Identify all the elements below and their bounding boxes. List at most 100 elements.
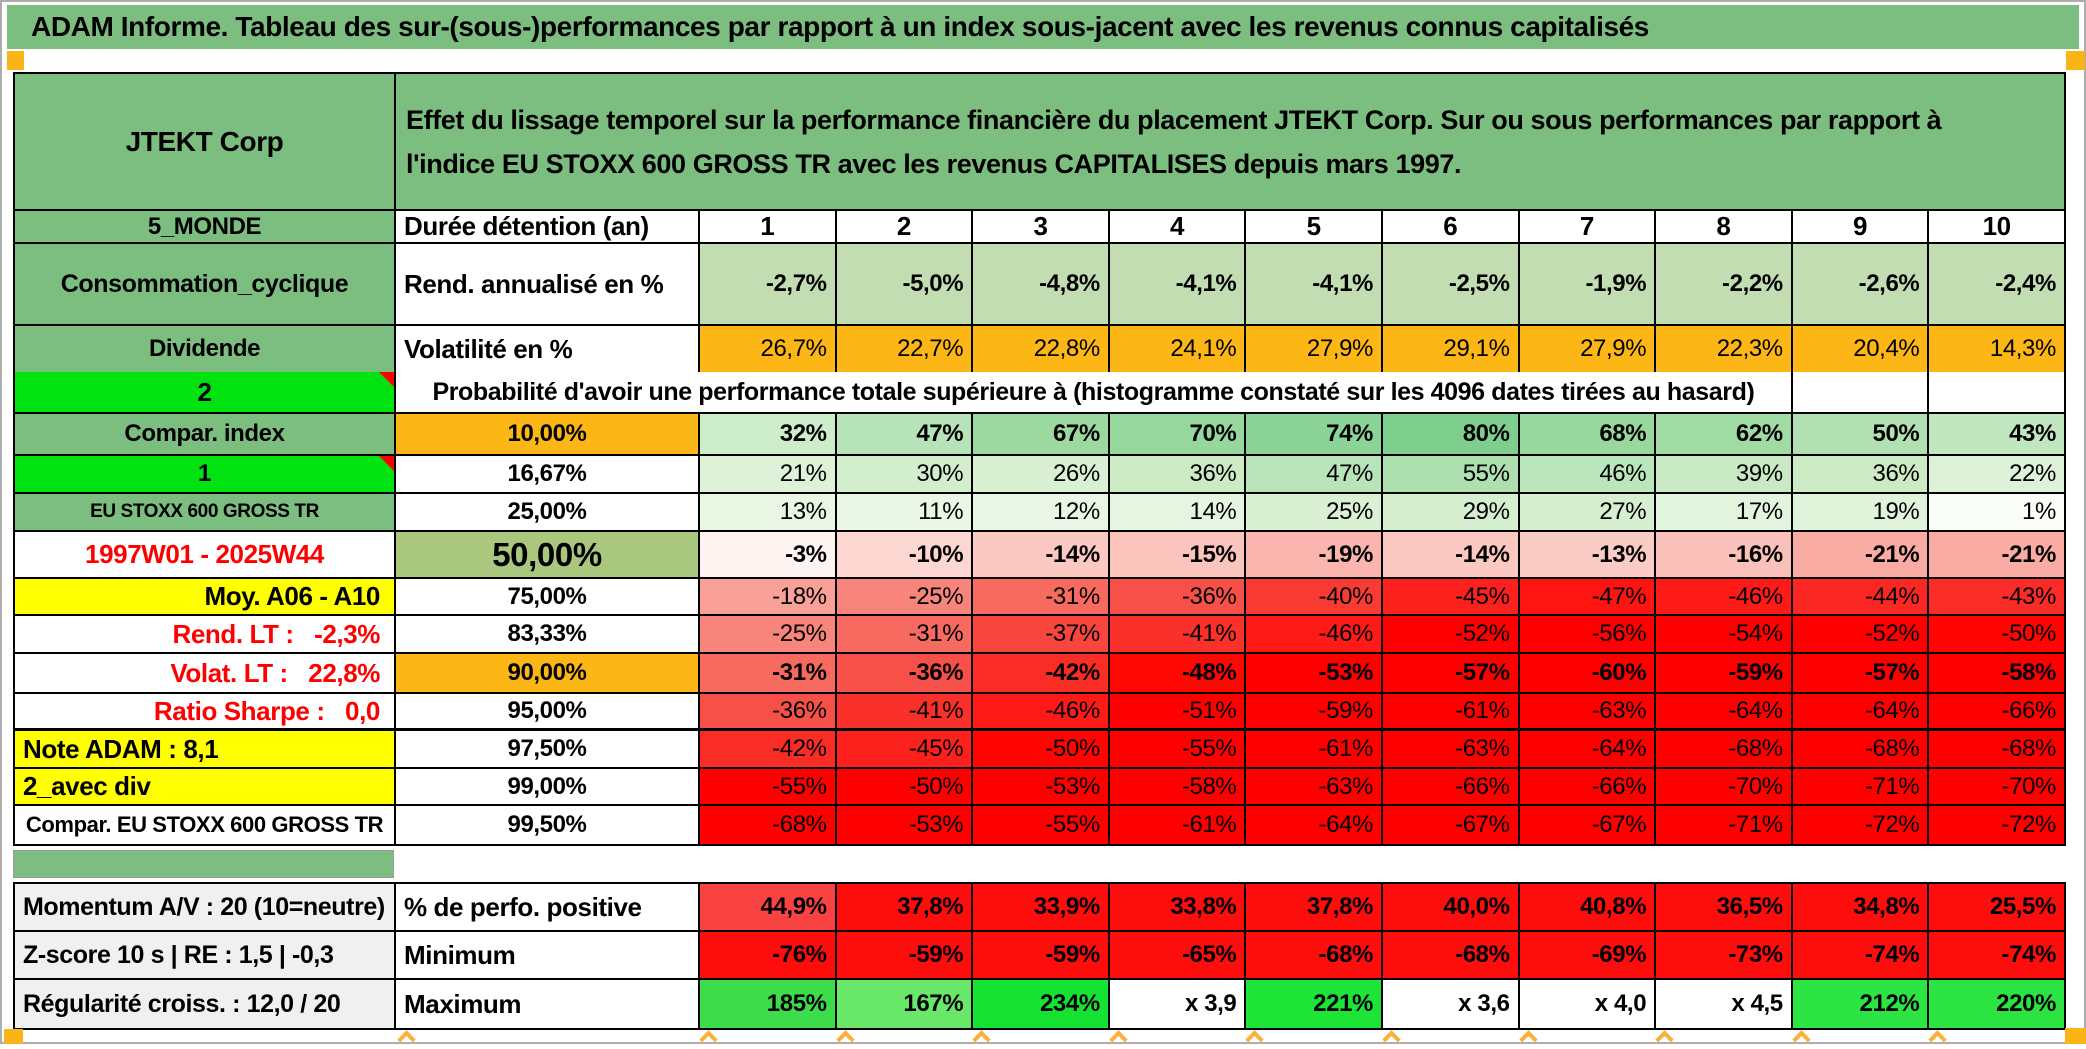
value-cell[interactable]: -58% [1107,769,1245,804]
corner-value-cell[interactable]: 2 [15,372,394,412]
value-cell[interactable]: 33,8% [1107,884,1245,930]
value-cell[interactable]: 24,1% [1107,326,1245,372]
value-cell[interactable]: 55% [1380,456,1518,492]
value-cell[interactable]: -46% [971,694,1108,728]
row-label[interactable]: 1997W01 - 2025W44 [15,532,394,577]
value-cell[interactable]: -68% [1927,731,2064,767]
value-cell[interactable]: 11% [834,494,972,530]
value-cell[interactable]: 220% [1927,980,2064,1028]
value-cell[interactable]: -59% [1244,694,1381,728]
row-label[interactable]: Volat. LT : 22,8% [15,654,394,692]
row-label[interactable]: Note ADAM : 8,1 [15,731,394,767]
value-cell[interactable]: 221% [1244,980,1381,1028]
value-cell[interactable]: 19% [1790,494,1928,530]
value-cell[interactable]: 47% [834,414,972,454]
value-cell[interactable]: -14% [1380,532,1518,577]
value-cell[interactable]: 46% [1517,456,1655,492]
value-cell[interactable]: x 3,6 [1380,980,1518,1028]
value-cell[interactable]: 22,3% [1654,326,1791,372]
value-cell[interactable]: -71% [1654,806,1791,844]
value-cell[interactable]: -61% [1107,806,1245,844]
value-cell[interactable]: -2,4% [1927,244,2064,324]
row-label[interactable]: EU STOXX 600 GROSS TR [15,494,394,530]
value-cell[interactable]: -74% [1927,932,2064,978]
row-label[interactable]: Consommation_cyclique [15,244,394,324]
value-cell[interactable]: -2,2% [1654,244,1791,324]
value-cell[interactable]: -3% [698,532,835,577]
value-cell[interactable]: -56% [1517,616,1655,652]
threshold-cell[interactable]: 95,00% [394,694,698,728]
value-cell[interactable]: -2,6% [1790,244,1928,324]
threshold-cell[interactable]: 16,67% [394,456,698,492]
value-cell[interactable]: -59% [834,932,972,978]
value-cell[interactable]: -13% [1517,532,1655,577]
value-cell[interactable]: -42% [698,731,835,767]
value-cell[interactable]: 22% [1927,456,2064,492]
value-cell[interactable]: 32% [698,414,835,454]
value-cell[interactable]: 74% [1244,414,1381,454]
value-cell[interactable]: 1 [698,211,835,242]
value-cell[interactable]: -55% [1107,731,1245,767]
value-cell[interactable]: -48% [1107,654,1245,692]
metric-label[interactable]: Rend. annualisé en % [394,244,698,324]
row-label[interactable]: Dividende [15,326,394,372]
description-cell[interactable]: Effet du lissage temporel sur la perform… [394,74,2064,209]
value-cell[interactable]: -42% [971,654,1108,692]
value-cell[interactable]: -68% [698,806,835,844]
value-cell[interactable]: 212% [1790,980,1928,1028]
value-cell[interactable]: 12% [971,494,1108,530]
row-label[interactable]: Compar. index [15,414,394,454]
value-cell[interactable]: x 4,0 [1517,980,1655,1028]
metric-label[interactable]: % de perfo. positive [394,884,698,930]
value-cell[interactable]: -55% [698,769,835,804]
metric-label[interactable]: Minimum [394,932,698,978]
value-cell[interactable]: -53% [971,769,1108,804]
value-cell[interactable]: -70% [1927,769,2064,804]
value-cell[interactable]: -73% [1654,932,1791,978]
value-cell[interactable]: -68% [1244,932,1381,978]
threshold-cell[interactable]: 75,00% [394,579,698,614]
value-cell[interactable]: 7 [1517,211,1655,242]
value-cell[interactable]: 25% [1244,494,1381,530]
value-cell[interactable]: -76% [698,932,835,978]
value-cell[interactable]: 80% [1380,414,1518,454]
value-cell[interactable]: 17% [1654,494,1791,530]
value-cell[interactable]: 27,9% [1517,326,1655,372]
value-cell[interactable]: 27,9% [1244,326,1381,372]
value-cell[interactable]: 14,3% [1927,326,2064,372]
value-cell[interactable]: 47% [1244,456,1381,492]
value-cell[interactable]: 8 [1654,211,1791,242]
value-cell[interactable]: 30% [834,456,972,492]
value-cell[interactable]: -54% [1654,616,1791,652]
value-cell[interactable]: 6 [1380,211,1518,242]
metric-label[interactable]: Maximum [394,980,698,1028]
value-cell[interactable]: -46% [1654,579,1791,614]
value-cell[interactable]: -57% [1790,654,1928,692]
value-cell[interactable]: 9 [1790,211,1928,242]
value-cell[interactable]: 5 [1244,211,1381,242]
value-cell[interactable]: -46% [1244,616,1381,652]
value-cell[interactable]: -31% [834,616,972,652]
value-cell[interactable]: -65% [1107,932,1245,978]
threshold-cell[interactable]: 83,33% [394,616,698,652]
row-label[interactable]: Moy. A06 - A10 [15,579,394,614]
value-cell[interactable]: -31% [698,654,835,692]
value-cell[interactable]: -18% [698,579,835,614]
row-label[interactable]: Ratio Sharpe : 0,0 [15,694,394,728]
value-cell[interactable]: 26,7% [698,326,835,372]
row-label[interactable]: Régularité croiss. : 12,0 / 20 [15,980,394,1028]
value-cell[interactable]: 27% [1517,494,1655,530]
company-name-cell[interactable]: JTEKT Corp [15,74,394,209]
value-cell[interactable]: -4,1% [1244,244,1381,324]
value-cell[interactable]: x 3,9 [1107,980,1245,1028]
value-cell[interactable]: 4 [1107,211,1245,242]
value-cell[interactable]: -57% [1380,654,1518,692]
value-cell[interactable]: 26% [971,456,1108,492]
value-cell[interactable]: x 4,5 [1654,980,1791,1028]
value-cell[interactable]: 234% [971,980,1108,1028]
value-cell[interactable]: -53% [1244,654,1381,692]
value-cell[interactable]: 14% [1107,494,1245,530]
value-cell[interactable]: -64% [1517,731,1655,767]
value-cell[interactable]: -68% [1654,731,1791,767]
value-cell[interactable]: -67% [1380,806,1518,844]
